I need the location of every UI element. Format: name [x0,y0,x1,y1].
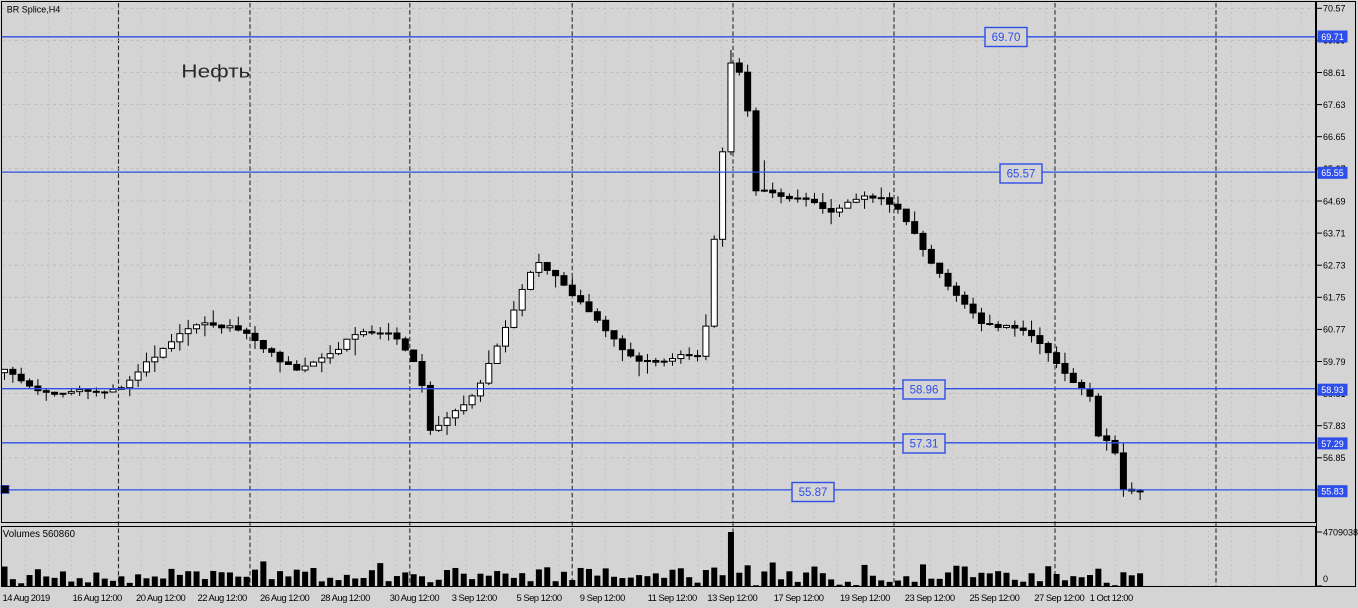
svg-text:59.79: 59.79 [1323,357,1346,367]
svg-text:22 Aug 12:00: 22 Aug 12:00 [198,592,248,603]
svg-text:14 Aug 2019: 14 Aug 2019 [3,592,50,603]
svg-text:27 Sep 12:00: 27 Sep 12:00 [1034,592,1084,603]
svg-text:11 Sep 12:00: 11 Sep 12:00 [648,592,697,603]
svg-text:63.71: 63.71 [1323,228,1346,238]
svg-text:3 Sep 12:00: 3 Sep 12:00 [452,592,497,603]
svg-text:67.63: 67.63 [1323,100,1346,110]
svg-text:68.61: 68.61 [1323,68,1346,78]
svg-text:65.55: 65.55 [1321,168,1344,178]
svg-text:19 Sep 12:00: 19 Sep 12:00 [840,592,890,603]
svg-text:66.65: 66.65 [1323,132,1346,142]
svg-text:57.31: 57.31 [910,439,939,451]
svg-text:58.96: 58.96 [910,385,939,397]
svg-text:55.83: 55.83 [1321,487,1344,497]
svg-text:Нефть: Нефть [181,62,250,82]
svg-text:55.87: 55.87 [799,487,828,499]
svg-text:17 Sep 12:00: 17 Sep 12:00 [774,592,824,603]
svg-text:30 Aug 12:00: 30 Aug 12:00 [390,592,440,603]
svg-text:62.73: 62.73 [1323,261,1346,271]
svg-text:57.29: 57.29 [1321,439,1344,449]
svg-text:4709038: 4709038 [1323,527,1358,537]
svg-text:0: 0 [1323,574,1328,584]
svg-text:61.75: 61.75 [1323,293,1346,303]
svg-text:5 Sep 12:00: 5 Sep 12:00 [517,592,562,603]
svg-text:1 Oct 12:00: 1 Oct 12:00 [1090,592,1133,603]
svg-text:13 Sep 12:00: 13 Sep 12:00 [707,592,757,603]
svg-text:64.69: 64.69 [1323,196,1346,206]
svg-text:57.83: 57.83 [1323,421,1346,431]
svg-text:Volumes 560860: Volumes 560860 [3,529,76,540]
svg-text:BR Splice,H4: BR Splice,H4 [7,4,61,14]
svg-text:70.57: 70.57 [1323,4,1346,14]
svg-text:69.71: 69.71 [1321,32,1344,42]
svg-text:20 Aug 12:00: 20 Aug 12:00 [136,592,186,603]
svg-text:28 Aug 12:00: 28 Aug 12:00 [321,592,371,603]
svg-text:58.93: 58.93 [1321,385,1344,395]
svg-text:25 Sep 12:00: 25 Sep 12:00 [970,592,1020,603]
svg-text:56.85: 56.85 [1323,453,1346,463]
svg-text:16 Aug 12:00: 16 Aug 12:00 [73,592,123,603]
svg-text:60.77: 60.77 [1323,325,1346,335]
svg-text:26 Aug 12:00: 26 Aug 12:00 [260,592,310,603]
svg-text:9 Sep 12:00: 9 Sep 12:00 [580,592,625,603]
svg-text:23 Sep 12:00: 23 Sep 12:00 [905,592,955,603]
svg-text:69.70: 69.70 [992,32,1021,44]
svg-text:65.57: 65.57 [1007,169,1036,181]
